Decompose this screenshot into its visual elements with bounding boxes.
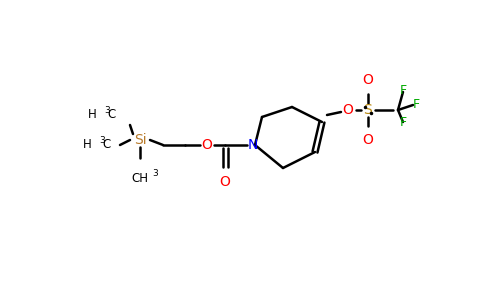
Text: 3: 3	[104, 106, 110, 115]
Text: F: F	[412, 98, 420, 112]
Text: CH: CH	[132, 172, 149, 184]
Text: F: F	[399, 116, 407, 128]
Text: O: O	[363, 73, 374, 87]
Text: O: O	[220, 175, 230, 189]
Text: O: O	[201, 138, 212, 152]
Text: C: C	[107, 109, 115, 122]
Text: S: S	[363, 103, 372, 117]
Text: H: H	[88, 109, 97, 122]
Text: F: F	[399, 83, 407, 97]
Text: O: O	[363, 133, 374, 147]
Text: N: N	[248, 138, 258, 152]
Text: O: O	[343, 103, 353, 117]
Text: 3: 3	[99, 136, 105, 145]
Text: 3: 3	[152, 169, 158, 178]
Text: H: H	[83, 139, 92, 152]
Text: C: C	[102, 139, 110, 152]
Text: Si: Si	[134, 133, 146, 147]
